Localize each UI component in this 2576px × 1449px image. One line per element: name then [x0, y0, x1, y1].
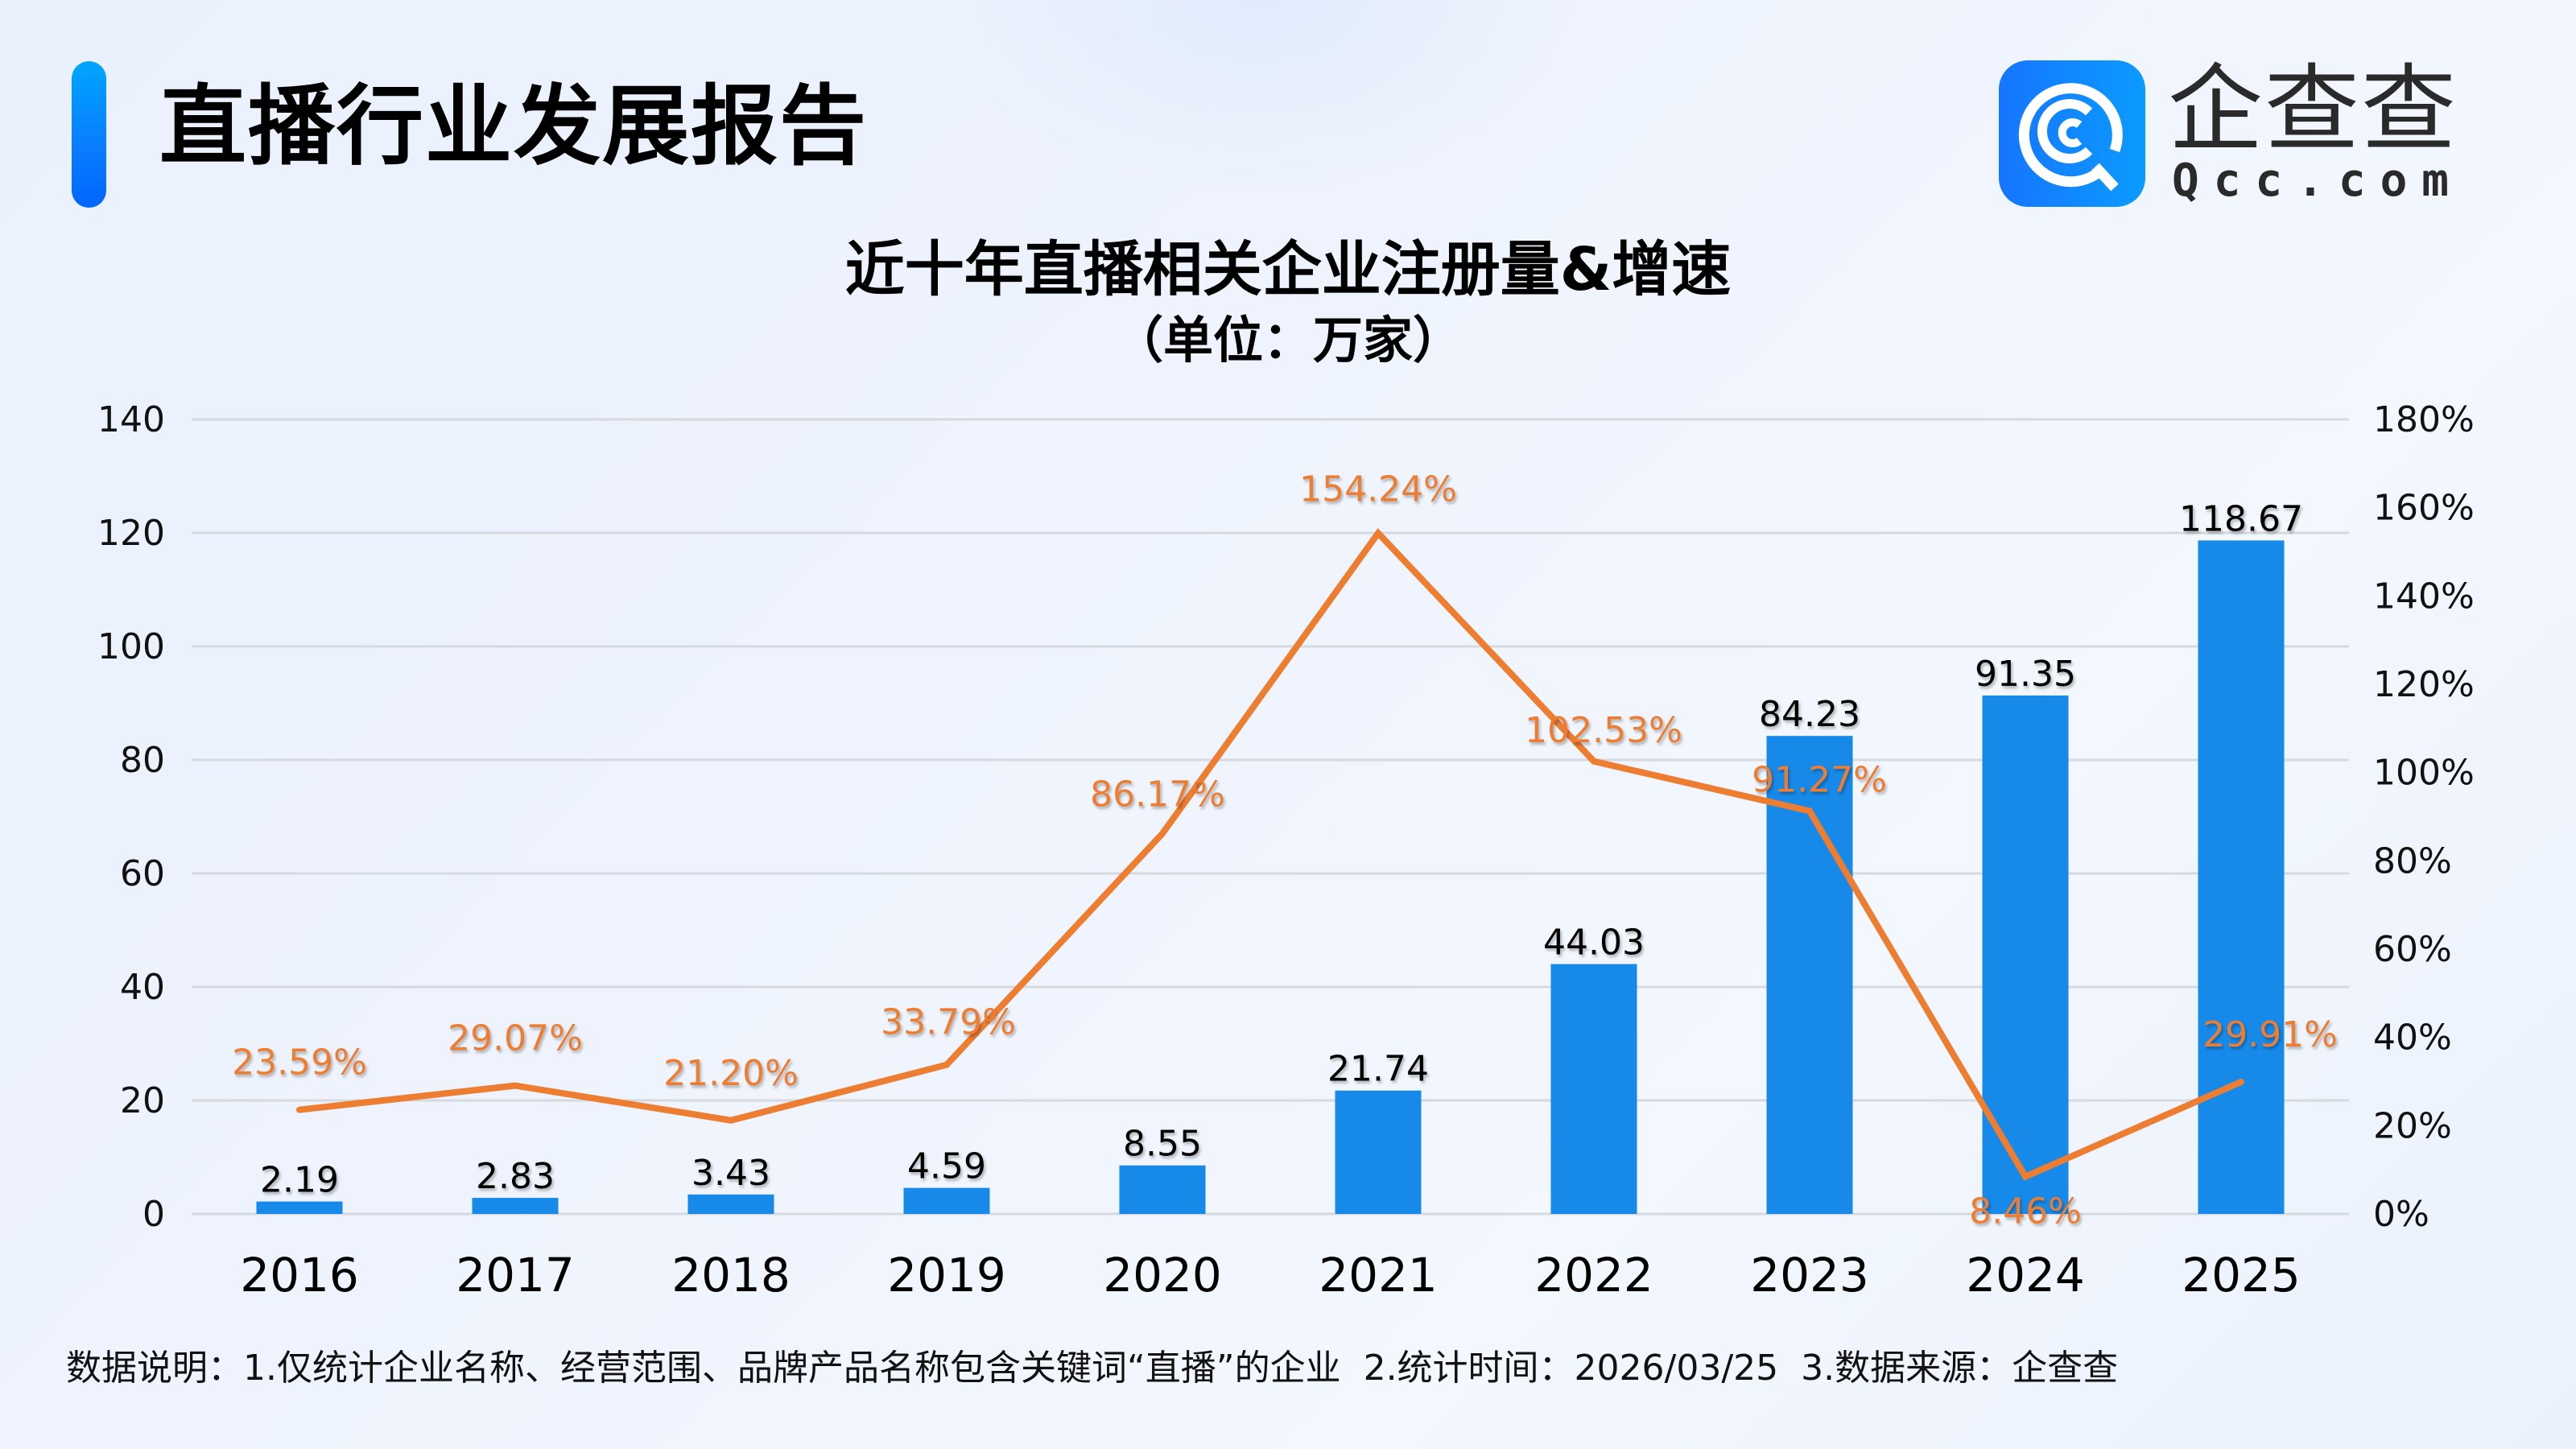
y2-tick-label: 0% [2373, 1194, 2429, 1235]
logo-name-en: Qcc.com [2172, 155, 2464, 207]
bar [1335, 1090, 1422, 1214]
y2-tick-label: 100% [2373, 753, 2475, 794]
bar-value-label: 21.74 [1327, 1049, 1429, 1090]
page-title: 直播行业发展报告 [159, 76, 869, 177]
logo-name-cn: 企查查 [2168, 54, 2458, 165]
growth-value-labels: 23.59% 29.07% 21.20% 33.79% 86.17% 154.24% 102… [232, 469, 2338, 1232]
bar-value-label: 8.55 [1123, 1124, 1202, 1165]
bar-value-label: 91.35 [1975, 654, 2076, 695]
y2-tick-label: 120% [2373, 664, 2475, 705]
chart-title: 近十年直播相关企业注册量&增速 [844, 235, 1732, 304]
growth-value-label: 102.53% [1525, 710, 1682, 751]
bar-value-label: 2.19 [260, 1160, 339, 1201]
x-tick-label: 2024 [1966, 1248, 2085, 1302]
bar-value-label: 84.23 [1759, 694, 1860, 735]
y-tick-label: 100 [97, 626, 165, 667]
bar [472, 1198, 559, 1214]
bar [1119, 1165, 1206, 1214]
bar-value-label: 4.59 [907, 1146, 986, 1187]
y2-tick-label: 80% [2373, 840, 2452, 881]
x-tick-label: 2023 [1750, 1248, 1869, 1302]
growth-value-label: 29.91% [2202, 1014, 2338, 1055]
bar [903, 1187, 990, 1214]
growth-line-series [296, 527, 2244, 1181]
y2-tick-label: 60% [2373, 929, 2452, 970]
title-accent-bar [72, 61, 106, 208]
y-tick-label: 140 [97, 399, 165, 440]
bar-series [256, 540, 2285, 1214]
bar-value-labels: 2.19 2.83 3.43 4.59 8.55 21.74 44.03 84.23 91.35… [260, 498, 2303, 1200]
y2-tick-label: 180% [2373, 399, 2475, 440]
growth-value-label: 154.24% [1299, 469, 1457, 510]
bar-value-label: 118.67 [2179, 498, 2303, 539]
bar-value-label: 3.43 [691, 1153, 770, 1194]
y-tick-label: 80 [120, 740, 165, 781]
x-tick-label: 2025 [2182, 1248, 2301, 1302]
data-note-2: 2.统计时间：2026/03/25 [1363, 1348, 1779, 1389]
y2-tick-label: 20% [2373, 1105, 2452, 1146]
y-tick-label: 0 [142, 1194, 165, 1235]
x-tick-label: 2016 [240, 1248, 359, 1302]
x-tick-label: 2018 [671, 1248, 791, 1302]
x-tick-label: 2019 [887, 1248, 1006, 1302]
y-tick-label: 40 [120, 967, 165, 1008]
y-tick-label: 20 [120, 1080, 165, 1121]
chart-subtitle: （单位：万家） [1113, 311, 1463, 369]
y-tick-label: 60 [120, 853, 165, 894]
growth-value-label: 86.17% [1090, 774, 1225, 815]
x-tick-label: 2022 [1534, 1248, 1653, 1302]
x-axis: 2016 2017 2018 2019 2020 2021 2022 2023 2024 2025 [240, 1248, 2301, 1302]
y2-tick-label: 160% [2373, 488, 2475, 529]
growth-value-label: 8.46% [1969, 1191, 2082, 1232]
x-tick-label: 2021 [1319, 1248, 1438, 1302]
data-note: 数据说明：1.仅统计企业名称、经营范围、品牌产品名称包含关键词“直播”的企业 2.… [66, 1343, 2140, 1394]
x-tick-label: 2017 [456, 1248, 575, 1302]
data-note-3: 3.数据来源：企查查 [1801, 1348, 2119, 1389]
growth-value-label: 21.20% [663, 1053, 799, 1094]
bar [1550, 964, 1637, 1214]
qcc-logo-icon [1999, 60, 2145, 207]
y-tick-label: 120 [97, 513, 165, 554]
data-note-1: 1.仅统计企业名称、经营范围、品牌产品名称包含关键词“直播”的企业 [243, 1348, 1341, 1389]
growth-value-label: 23.59% [232, 1042, 367, 1084]
growth-value-label: 29.07% [448, 1018, 583, 1059]
bar [256, 1201, 343, 1214]
bar-value-label: 2.83 [476, 1156, 555, 1197]
y2-tick-label: 140% [2373, 576, 2475, 617]
y2-tick-label: 40% [2373, 1018, 2452, 1059]
growth-line [296, 527, 2244, 1181]
bar [2198, 540, 2285, 1214]
growth-value-label: 91.27% [1752, 760, 1887, 801]
bar [687, 1194, 774, 1214]
growth-value-label: 33.79% [881, 1002, 1016, 1043]
x-tick-label: 2020 [1103, 1248, 1222, 1302]
right-y-axis: 0% 20% 40% 60% 80% 100% 120% 140% 160% 180% [2373, 399, 2475, 1235]
data-note-label: 数据说明： [66, 1348, 243, 1389]
left-y-axis: 0 20 40 60 80 100 120 140 [97, 399, 165, 1235]
bar [1982, 695, 2069, 1214]
bar [1766, 736, 1853, 1214]
bar-value-label: 44.03 [1543, 923, 1645, 964]
